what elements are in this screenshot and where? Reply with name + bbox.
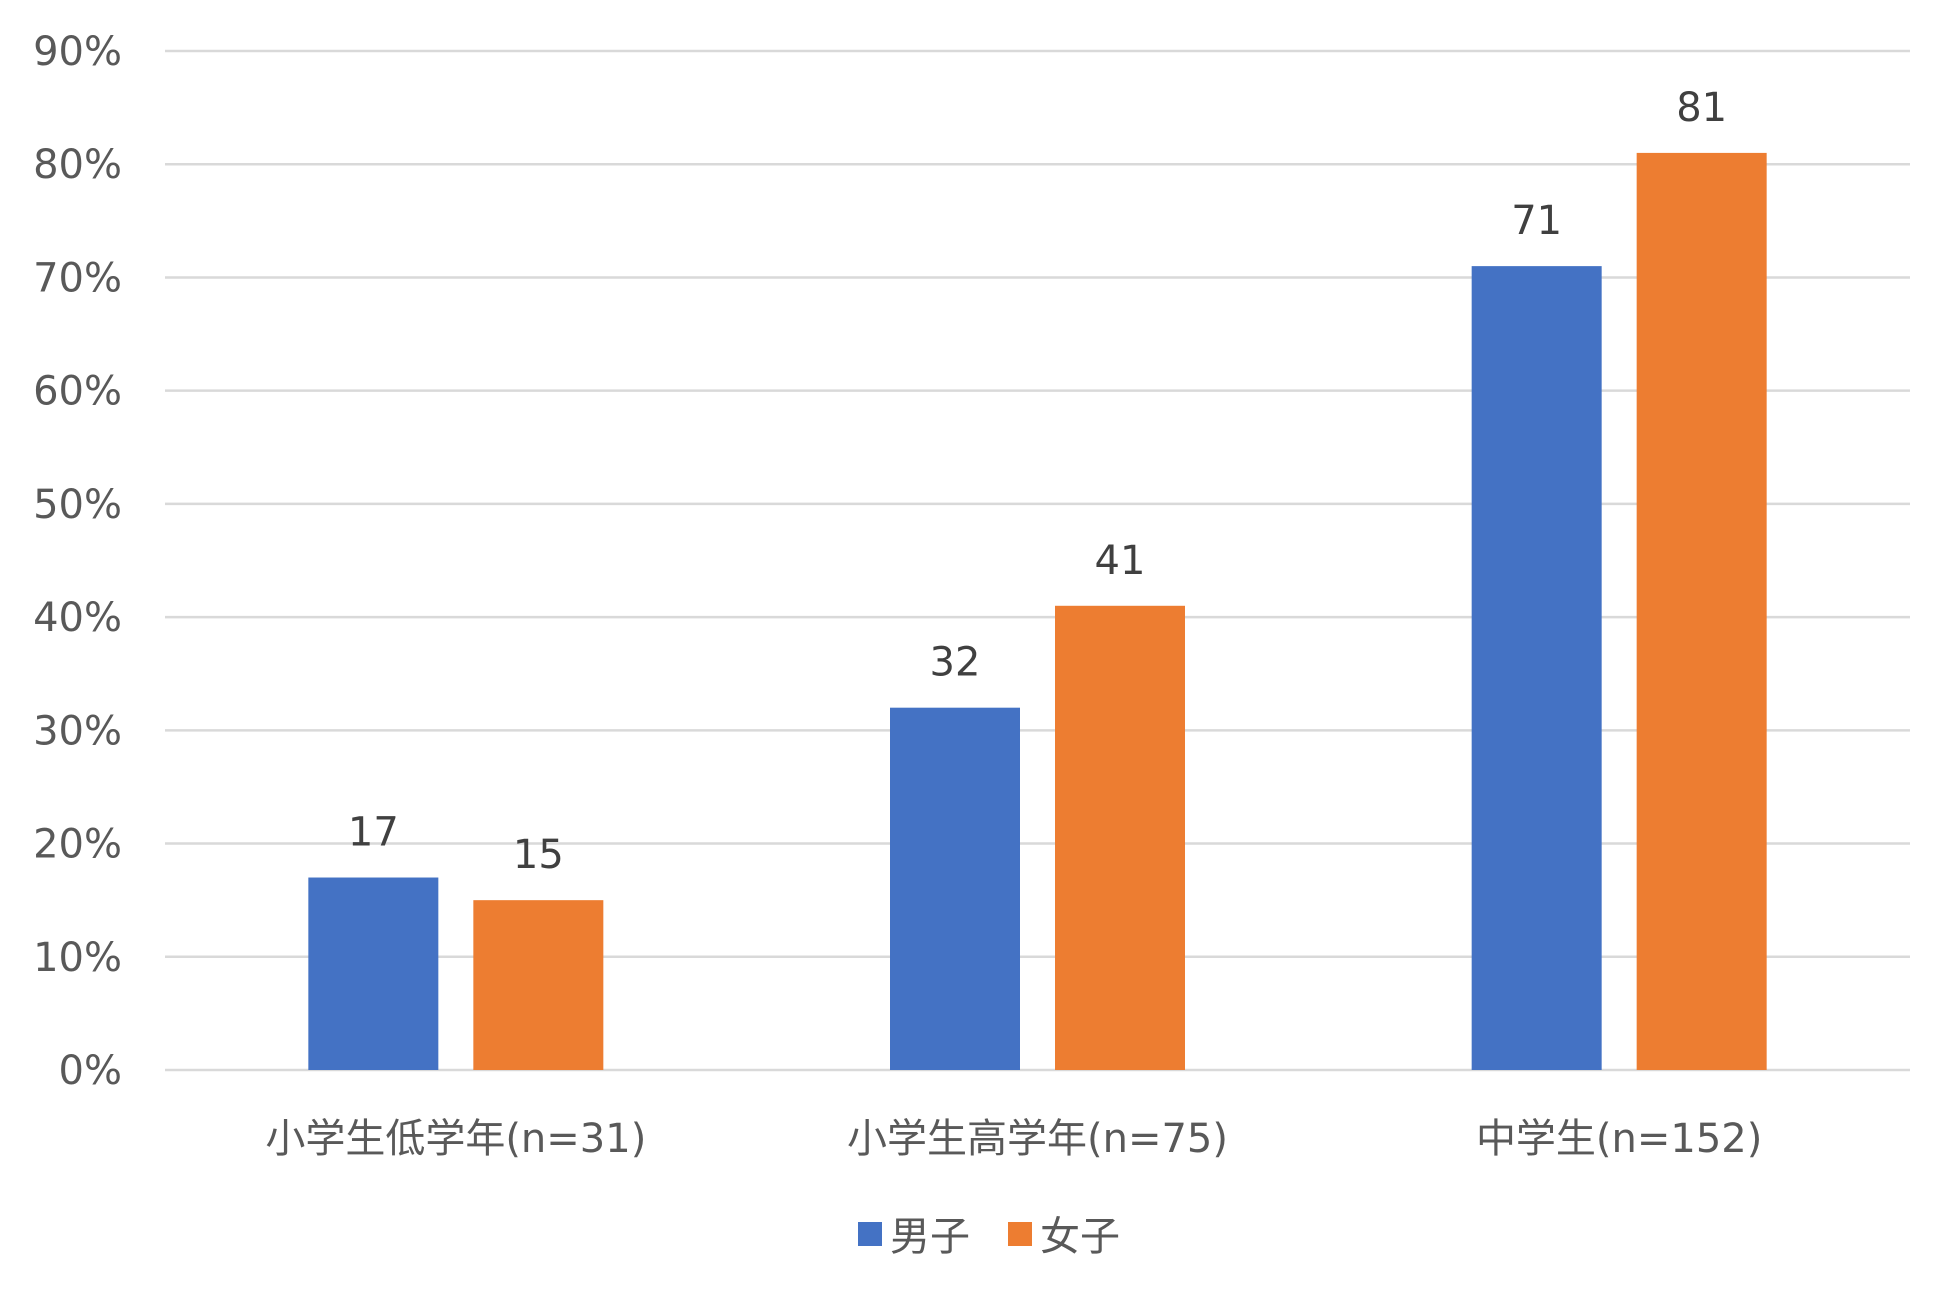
y-tick-label: 30% (33, 708, 122, 754)
y-tick-label: 20% (33, 822, 122, 868)
data-label: 32 (930, 640, 981, 686)
y-tick-label: 70% (33, 255, 122, 301)
category-label: 小学生高学年(n=75) (847, 1116, 1228, 1162)
bar-series2-0 (473, 900, 604, 1070)
legend-label: 女子 (1040, 1214, 1120, 1260)
data-label: 41 (1095, 538, 1146, 584)
bars (308, 152, 1767, 1071)
y-tick-label: 80% (33, 142, 122, 188)
y-tick-label: 0% (59, 1048, 122, 1094)
legend-swatch (858, 1222, 882, 1246)
data-label: 71 (1511, 198, 1562, 244)
data-label: 17 (348, 810, 399, 856)
y-tick-label: 90% (33, 29, 122, 75)
y-tick-label: 40% (33, 595, 122, 641)
bar-series1-1 (890, 707, 1020, 1070)
bar-series2-1 (1055, 605, 1185, 1070)
category-label: 小学生低学年(n=31) (265, 1116, 646, 1162)
data-label: 15 (513, 832, 564, 878)
data-labels: 17 15 32 41 71 81 (348, 85, 1727, 878)
data-label: 81 (1676, 85, 1727, 131)
y-axis-tick-labels: 0% 10% 20% 30% 40% 50% 60% 70% 80% 90% (33, 29, 122, 1094)
bar-series2-2 (1636, 152, 1767, 1070)
bar-series1-0 (308, 877, 439, 1070)
y-tick-label: 50% (33, 482, 122, 528)
legend-label: 男子 (890, 1214, 970, 1260)
gridlines (165, 49, 1910, 1072)
y-tick-label: 60% (33, 369, 122, 415)
x-axis-category-labels: 小学生低学年(n=31) 小学生高学年(n=75) 中学生(n=152) (265, 1116, 1762, 1162)
bar-series1-2 (1471, 266, 1602, 1071)
y-tick-label: 10% (33, 935, 122, 981)
legend-swatch (1008, 1222, 1032, 1246)
category-label: 中学生(n=152) (1476, 1116, 1762, 1162)
legend: 男子 女子 (858, 1214, 1120, 1260)
